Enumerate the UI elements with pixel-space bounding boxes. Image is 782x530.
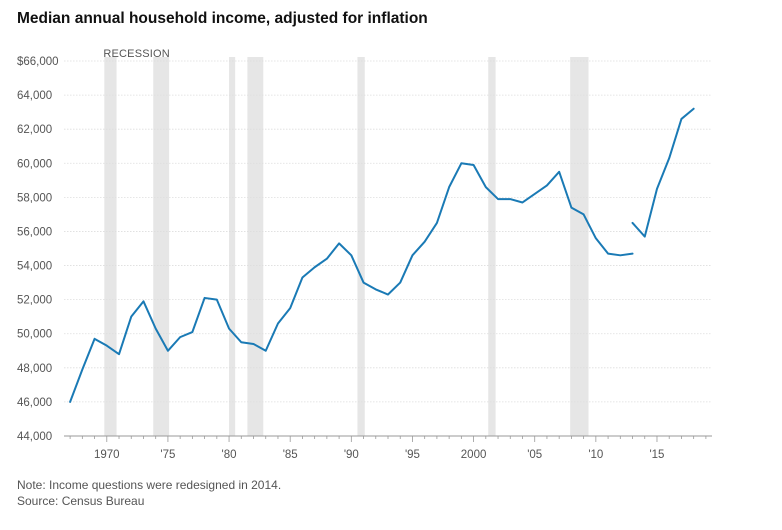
x-tick-label: '75	[160, 449, 175, 461]
recession-band	[247, 57, 264, 436]
series-line	[69, 162, 634, 403]
y-tick-label: 52,000	[17, 295, 52, 307]
recession-band	[153, 57, 170, 436]
y-tick-label: 56,000	[17, 226, 52, 238]
recession-band	[488, 57, 496, 436]
x-tick-label: '85	[283, 449, 298, 461]
x-tick-label: '90	[344, 449, 359, 461]
x-tick-label: '10	[588, 449, 603, 461]
recession-bands	[104, 57, 589, 436]
y-tick-label: $66,000	[17, 56, 59, 68]
gridlines	[64, 60, 712, 437]
x-tick-label: '05	[527, 449, 542, 461]
x-tick-label: '15	[649, 449, 664, 461]
y-tick-label: 64,000	[17, 90, 52, 102]
recession-label: RECESSION	[103, 48, 170, 60]
x-tick-label: 2000	[461, 449, 487, 461]
recession-band	[229, 57, 236, 436]
y-tick-label: 48,000	[17, 363, 52, 375]
y-axis: $66,000 64,000 62,000 60,000 58,000 56,000 54,…	[17, 56, 59, 443]
x-axis: 1970 '75 '80 '85 '90 '95 2000 '05 '10 '15	[69, 436, 707, 461]
series-line	[631, 107, 695, 238]
y-tick-label: 60,000	[17, 158, 52, 170]
income-lines	[69, 107, 695, 403]
x-tick-label: '80	[222, 449, 237, 461]
footer-source: Source: Census Bureau	[17, 494, 145, 508]
y-tick-label: 44,000	[17, 431, 52, 443]
footer-note: Note: Income questions were redesigned i…	[17, 478, 282, 492]
chart-canvas: $66,000 64,000 62,000 60,000 58,000 56,000 54,…	[17, 48, 712, 461]
y-tick-label: 54,000	[17, 261, 52, 273]
chart-title: Median annual household income, adjusted…	[17, 10, 428, 27]
x-tick-label: '95	[405, 449, 420, 461]
recession-band	[104, 57, 117, 436]
y-tick-label: 50,000	[17, 329, 52, 341]
y-tick-label: 58,000	[17, 192, 52, 204]
y-tick-label: 62,000	[17, 124, 52, 136]
recession-band	[570, 57, 589, 436]
y-tick-label: 46,000	[17, 397, 52, 409]
x-tick-label: 1970	[94, 449, 120, 461]
recession-band	[357, 57, 365, 436]
